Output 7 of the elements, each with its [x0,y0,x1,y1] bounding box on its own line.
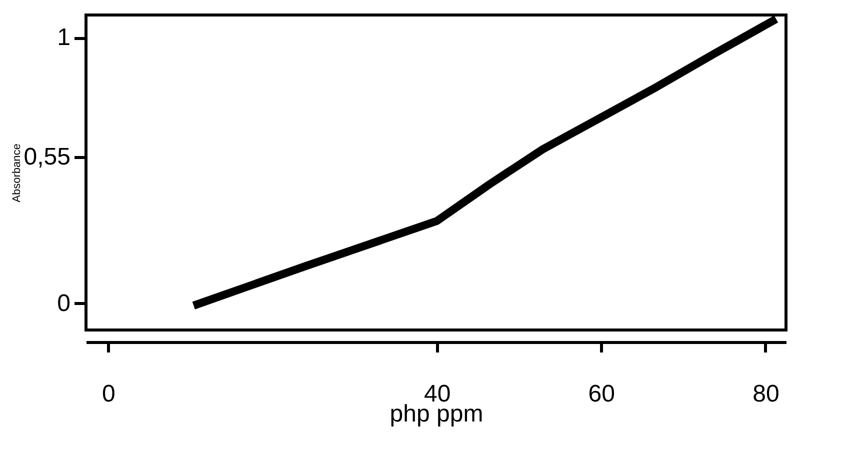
y-axis-title: Absorbance [10,144,23,202]
x-tick-label: 80 [752,380,780,408]
y-tick-label: 0 [57,290,70,317]
x-tick-label: 0 [102,380,116,408]
x-tick-label: 60 [588,380,615,408]
y-tick-label: 0,55 [24,144,70,171]
y-tick-label: 1 [57,24,70,52]
